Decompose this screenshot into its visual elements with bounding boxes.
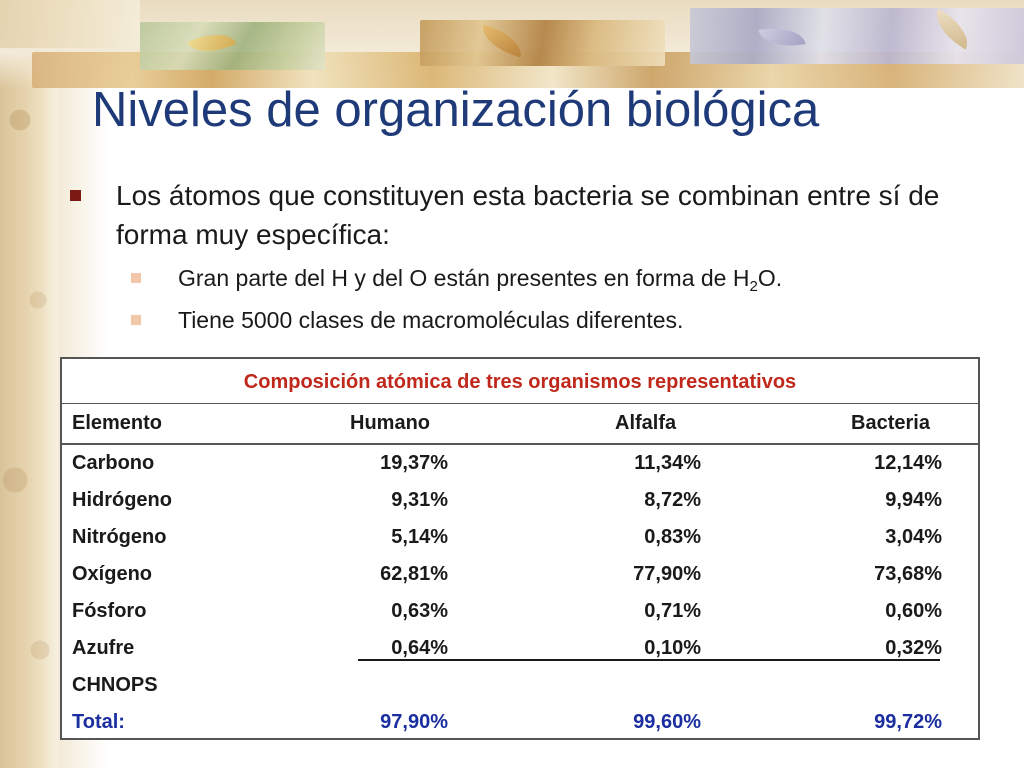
table-row: Fósforo 0,63% 0,71% 0,60% <box>62 600 978 637</box>
sum-underline <box>704 659 940 661</box>
humano-total: 97,90% <box>380 711 448 733</box>
decor-strip <box>140 22 325 70</box>
slide-title: Niveles de organización biológica <box>92 83 820 137</box>
column-header-bacteria: Bacteria <box>851 412 930 434</box>
humano-cell: 5,14% <box>391 526 448 548</box>
alfalfa-cell: 0,83% <box>644 526 701 548</box>
column-header-alfalfa: Alfalfa <box>615 412 677 434</box>
bacteria-cell: 73,68% <box>874 563 942 585</box>
element-cell: Hidrógeno <box>72 489 172 511</box>
element-cell: Azufre <box>72 637 135 659</box>
sum-underline <box>450 659 704 661</box>
bacteria-cell: 0,32% <box>885 637 942 659</box>
alfalfa-total: 99,60% <box>633 711 701 733</box>
total-row: Total: 97,90% 99,60% 99,72% <box>62 711 978 748</box>
square-bullet-icon <box>131 273 141 283</box>
total-label: Total: <box>72 711 125 733</box>
table-row: Nitrógeno 5,14% 0,83% 3,04% <box>62 526 978 563</box>
main-bullet-text: Los átomos que constituyen esta bacteria… <box>116 180 940 250</box>
sum-underline <box>358 659 450 661</box>
table-row: Carbono 19,37% 11,34% 12,14% <box>62 452 978 489</box>
element-cell: Carbono <box>72 452 155 474</box>
decor-strip <box>420 20 665 66</box>
sub-bullet: Gran parte del H y del O están presentes… <box>131 263 998 295</box>
square-bullet-icon <box>70 190 81 201</box>
column-header-humano: Humano <box>350 412 430 434</box>
sub-bullet-text: Gran parte del H y del O están presentes… <box>178 265 750 291</box>
element-cell: Fósforo <box>72 600 147 622</box>
table-divider <box>62 403 978 404</box>
humano-cell: 9,31% <box>391 489 448 511</box>
element-cell: CHNOPS <box>72 674 158 696</box>
element-cell: Nitrógeno <box>72 526 167 548</box>
main-bullet: Los átomos que constituyen esta bacteria… <box>70 176 996 254</box>
decor-strip <box>690 8 1024 64</box>
alfalfa-cell: 11,34% <box>634 452 701 474</box>
square-bullet-icon <box>131 315 141 325</box>
bacteria-cell: 3,04% <box>885 526 942 548</box>
sub-bullet-text: Tiene 5000 clases de macromoléculas dife… <box>178 307 684 333</box>
humano-cell: 19,37% <box>380 452 448 474</box>
alfalfa-cell: 8,72% <box>644 489 701 511</box>
bacteria-cell: 0,60% <box>885 600 942 622</box>
humano-cell: 0,63% <box>391 600 448 622</box>
alfalfa-cell: 0,10% <box>644 637 701 659</box>
table-row: Hidrógeno 9,31% 8,72% 9,94% <box>62 489 978 526</box>
sub-bullet-text-end: O. <box>757 265 783 291</box>
element-cell: Oxígeno <box>72 563 153 585</box>
bacteria-cell: 9,94% <box>885 489 942 511</box>
sub-bullet: Tiene 5000 clases de macromoléculas dife… <box>131 305 998 335</box>
subscript-2: 2 <box>749 278 758 295</box>
parchment-background <box>0 0 58 768</box>
humano-cell: 0,64% <box>391 637 448 659</box>
bacteria-total: 99,72% <box>874 711 942 733</box>
humano-cell: 62,81% <box>380 563 448 585</box>
table-row: Azufre 0,64% 0,10% 0,32% <box>62 637 978 674</box>
table-divider <box>62 443 978 445</box>
decor-strip <box>0 0 140 48</box>
bacteria-cell: 12,14% <box>874 452 942 474</box>
table-caption: Composición atómica de tres organismos r… <box>243 371 797 393</box>
table-row: Oxígeno 62,81% 77,90% 73,68% <box>62 563 978 600</box>
composition-table: Composición atómica de tres organismos r… <box>60 357 980 740</box>
alfalfa-cell: 77,90% <box>633 563 701 585</box>
alfalfa-cell: 0,71% <box>644 600 701 622</box>
table-row: CHNOPS <box>62 674 978 711</box>
column-header-elemento: Elemento <box>72 412 163 434</box>
